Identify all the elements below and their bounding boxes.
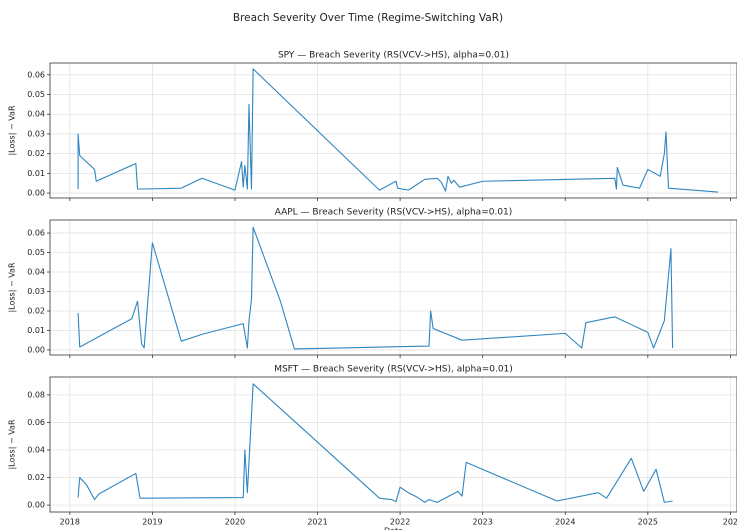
series-line bbox=[77, 68, 719, 193]
y-tick-label: 0.02 bbox=[27, 473, 45, 482]
y-axis-label: |Loss| − VaR bbox=[8, 105, 17, 155]
y-tick-label: 0.01 bbox=[27, 326, 45, 335]
y-tick-label: 0.04 bbox=[27, 446, 45, 455]
x-tick-label: 2021 bbox=[307, 518, 327, 527]
y-tick-label: 0.03 bbox=[27, 129, 45, 138]
x-tick-label: 2020 bbox=[225, 518, 245, 527]
x-axis-label: Date bbox=[384, 527, 403, 530]
y-tick-label: 0.02 bbox=[27, 306, 45, 315]
x-tick-label: 2019 bbox=[142, 518, 162, 527]
series-line bbox=[77, 383, 673, 503]
y-tick-label: 0.00 bbox=[27, 501, 45, 510]
y-tick-label: 0.04 bbox=[27, 268, 45, 277]
y-tick-label: 0.01 bbox=[27, 169, 45, 178]
y-axis-label: |Loss| − VaR bbox=[8, 419, 17, 469]
y-tick-label: 0.05 bbox=[27, 248, 45, 257]
y-tick-label: 0.04 bbox=[27, 110, 45, 119]
y-tick-label: 0.08 bbox=[27, 390, 45, 399]
x-tick-label: 202 bbox=[723, 518, 737, 527]
series-line bbox=[77, 226, 674, 350]
x-tick-label: 2018 bbox=[60, 518, 80, 527]
plot-frame bbox=[49, 376, 737, 513]
panel-title: MSFT — Breach Severity (RS(VCV->HS), alp… bbox=[274, 365, 513, 375]
y-tick-label: 0.06 bbox=[27, 70, 45, 79]
y-tick-label: 0.06 bbox=[27, 418, 45, 427]
y-tick-label: 0.00 bbox=[27, 189, 45, 198]
y-tick-label: 0.06 bbox=[27, 229, 45, 238]
plot-frame bbox=[49, 62, 737, 199]
y-tick-label: 0.05 bbox=[27, 90, 45, 99]
x-tick-label: 2025 bbox=[638, 518, 658, 527]
y-tick-label: 0.03 bbox=[27, 287, 45, 296]
y-axis-label: |Loss| − VaR bbox=[8, 262, 17, 312]
y-tick-label: 0.02 bbox=[27, 149, 45, 158]
y-tick-label: 0.00 bbox=[27, 345, 45, 354]
x-tick-label: 2023 bbox=[472, 518, 492, 527]
panel-title: SPY — Breach Severity (RS(VCV->HS), alph… bbox=[278, 51, 509, 61]
x-tick-label: 2024 bbox=[555, 518, 575, 527]
x-tick-label: 2022 bbox=[390, 518, 410, 527]
plot-frame bbox=[49, 219, 737, 356]
figure-title: Breach Severity Over Time (Regime-Switch… bbox=[233, 12, 503, 24]
panel-title: AAPL — Breach Severity (RS(VCV->HS), alp… bbox=[275, 208, 513, 218]
